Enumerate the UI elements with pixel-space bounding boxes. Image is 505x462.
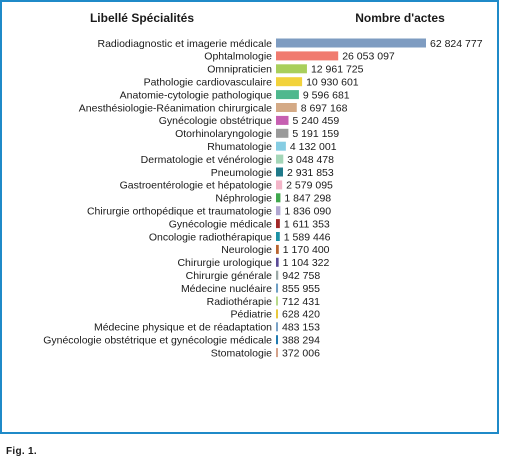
bar bbox=[276, 141, 286, 151]
bar bbox=[276, 335, 278, 345]
category-label: Pathologie cardiovasculaire bbox=[144, 77, 273, 89]
value-label: 10 930 601 bbox=[306, 77, 359, 89]
value-label: 1 611 353 bbox=[284, 218, 330, 230]
value-label: 2 931 853 bbox=[287, 167, 334, 179]
bar bbox=[276, 244, 279, 254]
bar bbox=[276, 232, 280, 241]
value-label: 2 579 095 bbox=[286, 180, 333, 192]
value-label: 3 048 478 bbox=[287, 154, 334, 166]
bar bbox=[276, 296, 278, 306]
value-label: 1 170 400 bbox=[283, 244, 330, 256]
category-label: Pédiatrie bbox=[231, 309, 273, 321]
value-label: 372 006 bbox=[282, 347, 320, 359]
value-label: 62 824 777 bbox=[430, 38, 483, 50]
bar bbox=[276, 257, 279, 267]
bar bbox=[276, 219, 280, 229]
category-label: Omnipraticien bbox=[207, 64, 272, 76]
value-label: 1 836 090 bbox=[284, 206, 331, 218]
bar bbox=[276, 128, 289, 138]
value-label: 12 961 725 bbox=[311, 64, 364, 76]
value-label: 628 420 bbox=[282, 309, 320, 321]
bar bbox=[276, 270, 279, 280]
bar bbox=[276, 90, 299, 100]
header-specialites: Libellé Spécialités bbox=[90, 11, 194, 25]
value-label: 388 294 bbox=[282, 335, 320, 347]
value-label: 855 955 bbox=[282, 283, 320, 295]
category-label: Gastroentérologie et hépatologie bbox=[120, 180, 273, 192]
bar-chart: Libellé Spécialités Nombre d'actes Radiodi… bbox=[43, 11, 483, 359]
header-nombre-actes: Nombre d'actes bbox=[355, 11, 445, 25]
category-label: Rhumatologie bbox=[207, 141, 272, 153]
value-label: 1 847 298 bbox=[284, 193, 331, 205]
value-label: 5 191 159 bbox=[292, 128, 339, 140]
category-label: Anatomie-cytologie pathologique bbox=[120, 89, 273, 101]
category-label: Gynécologie obstétrique et gynécologie m… bbox=[43, 335, 272, 347]
category-label: Dermatologie et vénérologie bbox=[141, 154, 272, 166]
category-label: Ophtalmologie bbox=[204, 51, 272, 63]
category-label: Néphrologie bbox=[215, 193, 272, 205]
bar bbox=[276, 348, 278, 358]
figure-caption: Fig. 1. bbox=[6, 446, 37, 457]
value-label: 1 589 446 bbox=[284, 231, 331, 243]
bar bbox=[276, 167, 283, 177]
bar bbox=[276, 322, 278, 332]
value-label: 5 240 459 bbox=[293, 115, 340, 127]
figure-frame: Libellé Spécialités Nombre d'actes Radiodi… bbox=[0, 0, 499, 434]
category-label: Radiothérapie bbox=[207, 296, 273, 308]
category-label: Gynécologie médicale bbox=[169, 218, 272, 230]
bar bbox=[276, 115, 289, 125]
bar bbox=[276, 51, 339, 61]
category-label: Radiodiagnostic et imagerie médicale bbox=[97, 38, 272, 50]
bar bbox=[276, 180, 283, 190]
category-label: Médecine nucléaire bbox=[181, 283, 272, 295]
category-label: Médecine physique et de réadaptation bbox=[94, 322, 272, 334]
value-label: 9 596 681 bbox=[303, 89, 350, 101]
category-label: Neurologie bbox=[221, 244, 272, 256]
value-label: 4 132 001 bbox=[290, 141, 337, 153]
category-label: Stomatologie bbox=[211, 347, 272, 359]
bar bbox=[276, 193, 281, 203]
value-label: 8 697 168 bbox=[301, 102, 348, 114]
bar bbox=[276, 103, 297, 112]
category-label: Oncologie radiothérapique bbox=[149, 231, 272, 243]
bar bbox=[276, 309, 278, 319]
category-label: Chirurgie orthopédique et traumatologie bbox=[87, 206, 272, 218]
bar bbox=[276, 206, 281, 216]
value-label: 942 758 bbox=[282, 270, 320, 282]
category-label: Chirurgie générale bbox=[186, 270, 273, 282]
category-label: Pneumologie bbox=[211, 167, 272, 179]
category-label: Gynécologie obstétrique bbox=[159, 115, 272, 127]
value-label: 483 153 bbox=[282, 322, 320, 334]
bar bbox=[276, 64, 307, 74]
bar bbox=[276, 77, 303, 87]
bar bbox=[276, 154, 284, 164]
category-label: Anesthésiologie-Réanimation chirurgicale bbox=[79, 102, 272, 114]
bar bbox=[276, 38, 426, 48]
value-label: 1 104 322 bbox=[283, 257, 330, 269]
value-label: 712 431 bbox=[282, 296, 320, 308]
category-label: Chirurgie urologique bbox=[177, 257, 272, 269]
value-label: 26 053 097 bbox=[342, 51, 395, 63]
category-label: Otorhinolaryngologie bbox=[175, 128, 272, 140]
bar bbox=[276, 283, 279, 293]
